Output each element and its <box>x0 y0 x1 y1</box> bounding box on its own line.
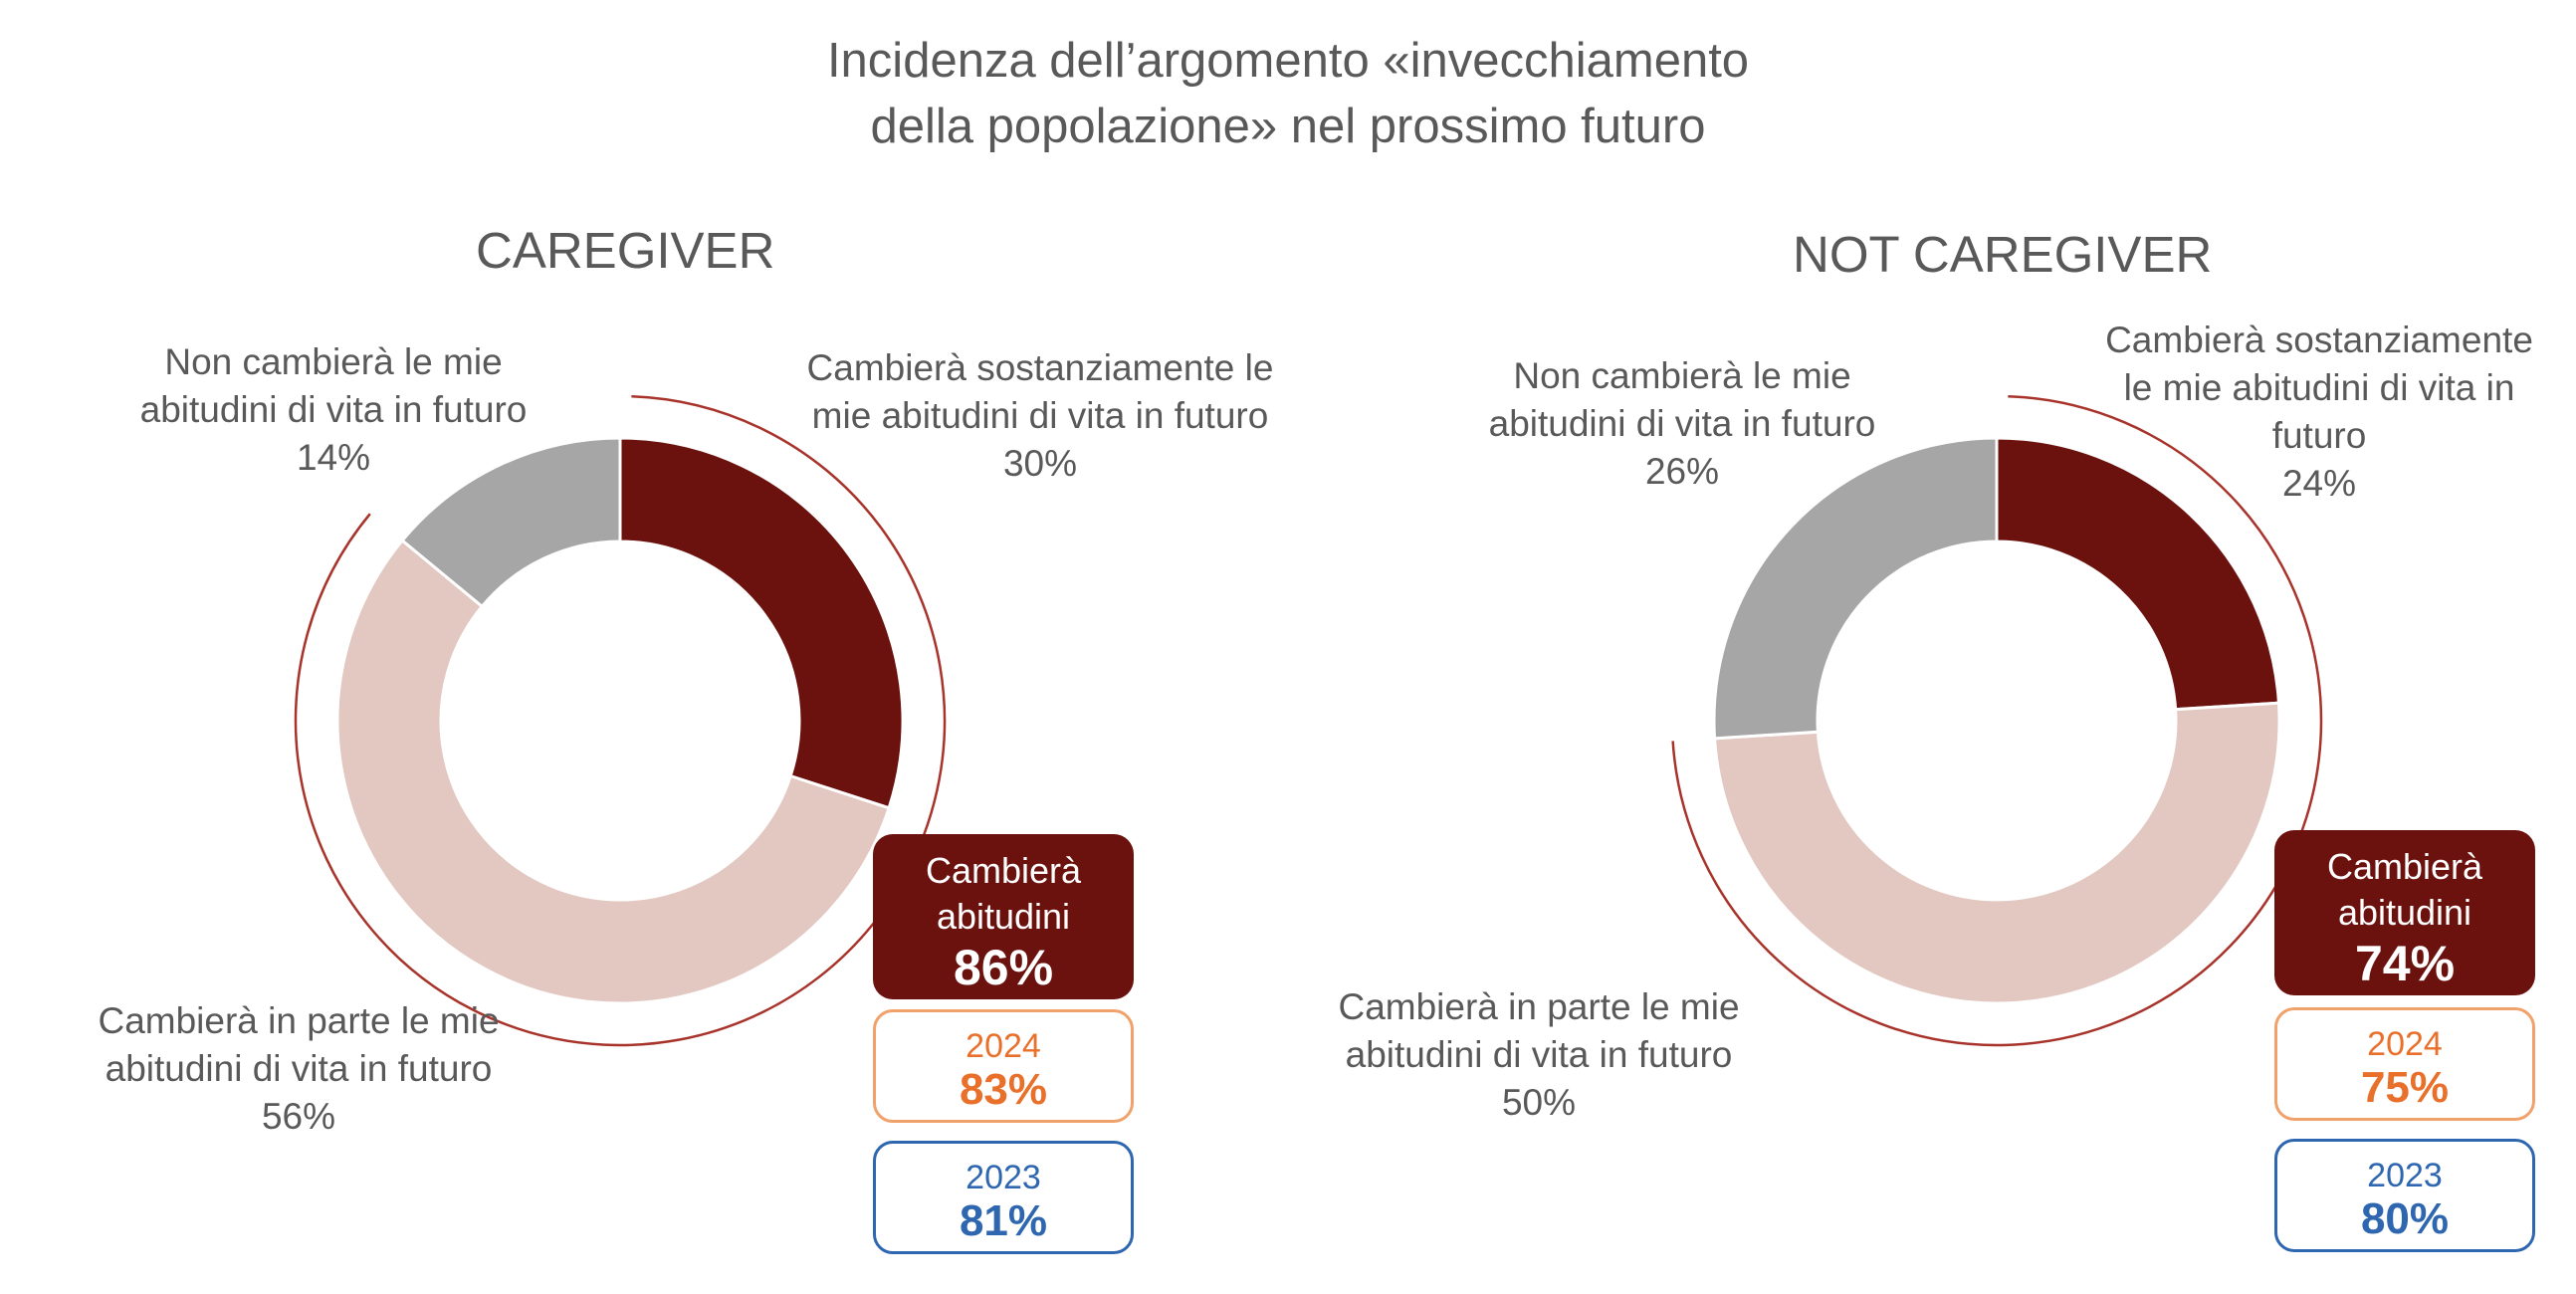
caregiver-slice-in-parte <box>335 538 891 1005</box>
caregiver-label-in-parte-value: 56% <box>261 1096 336 1137</box>
not-caregiver-2023-year: 2023 <box>2367 1157 2443 1194</box>
caregiver-2023-year: 2023 <box>966 1159 1041 1196</box>
caregiver-change-bracket <box>294 394 947 1047</box>
caregiver-summary-label-1: Cambierà <box>925 850 1082 891</box>
caregiver-slice-non-cambiera <box>400 436 622 609</box>
caregiver-2024-value: 83% <box>959 1065 1048 1114</box>
not-caregiver-2024-box: 2024 75% <box>2274 1007 2535 1121</box>
caregiver-label-non-cambiera: Non cambierà le mie abitudini di vita in… <box>100 338 567 482</box>
caregiver-label-sostanziale-line-1: Cambierà sostanziamente le <box>806 347 1274 388</box>
not-caregiver-label-in-parte-value: 50% <box>1501 1082 1577 1123</box>
caregiver-label-in-parte-line-1: Cambierà in parte le mie <box>98 1000 500 1041</box>
page-title-line-2: della popolazione» nel prossimo futuro <box>870 100 1706 153</box>
not-caregiver-label-sostanziale-value: 24% <box>2281 463 2357 504</box>
caregiver-label-sostanziale-value: 30% <box>1002 443 1078 484</box>
not-caregiver-label-in-parte: Cambierà in parte le mie abitudini di vi… <box>1310 983 1768 1127</box>
caregiver-chart-title: CAREGIVER <box>476 222 775 279</box>
not-caregiver-summary-box: Cambierà abitudini 74% <box>2274 830 2535 995</box>
not-caregiver-2024-year: 2024 <box>2367 1025 2443 1063</box>
not-caregiver-label-non-cambiera: Non cambierà le mie abitudini di vita in… <box>1453 352 1911 496</box>
not-caregiver-chart-title: NOT CAREGIVER <box>1793 226 2213 283</box>
caregiver-2023-value: 81% <box>959 1196 1048 1245</box>
not-caregiver-label-non-cambiera-line-2: abitudini di vita in futuro <box>1488 403 1876 444</box>
caregiver-label-sostanziale-line-2: mie abitudini di vita in futuro <box>811 395 1269 436</box>
not-caregiver-label-non-cambiera-value: 26% <box>1644 451 1720 492</box>
not-caregiver-label-sostanziale: Cambierà sostanziamente le mie abitudini… <box>2085 317 2553 508</box>
caregiver-label-in-parte-line-2: abitudini di vita in futuro <box>105 1048 493 1089</box>
caregiver-label-non-cambiera-line-1: Non cambierà le mie <box>164 341 503 382</box>
caregiver-2024-box: 2024 83% <box>873 1009 1134 1123</box>
caregiver-summary-value: 86% <box>953 940 1054 995</box>
not-caregiver-slice-in-parte <box>1712 701 2281 1005</box>
not-caregiver-2023-value: 80% <box>2360 1194 2450 1243</box>
page-title: Incidenza dell’argomento «invecchiamento… <box>0 28 2576 159</box>
caregiver-summary-box: Cambierà abitudini 86% <box>873 834 1134 999</box>
not-caregiver-label-sostanziale-line-3: futuro <box>2271 415 2367 456</box>
not-caregiver-summary-value: 74% <box>2354 936 2456 991</box>
caregiver-2024-year: 2024 <box>966 1027 1041 1065</box>
not-caregiver-slice-non-cambiera <box>1712 436 1999 741</box>
not-caregiver-summary-label-2: abitudini <box>2337 892 2472 933</box>
not-caregiver-label-in-parte-line-1: Cambierà in parte le mie <box>1338 986 1740 1027</box>
not-caregiver-label-in-parte-line-2: abitudini di vita in futuro <box>1345 1034 1733 1075</box>
caregiver-label-non-cambiera-value: 14% <box>296 437 371 478</box>
not-caregiver-2024-value: 75% <box>2360 1063 2450 1112</box>
caregiver-label-in-parte: Cambierà in parte le mie abitudini di vi… <box>70 997 528 1141</box>
not-caregiver-2023-box: 2023 80% <box>2274 1139 2535 1252</box>
caregiver-2023-box: 2023 81% <box>873 1141 1134 1254</box>
not-caregiver-label-sostanziale-line-1: Cambierà sostanziamente <box>2105 320 2533 360</box>
caregiver-summary-label-2: abitudini <box>936 896 1071 937</box>
not-caregiver-slice-sostanziale <box>1995 436 2281 712</box>
not-caregiver-label-non-cambiera-line-1: Non cambierà le mie <box>1513 355 1851 396</box>
not-caregiver-summary-label-1: Cambierà <box>2326 846 2483 887</box>
caregiver-label-non-cambiera-line-2: abitudini di vita in futuro <box>139 389 528 430</box>
not-caregiver-label-sostanziale-line-2: le mie abitudini di vita in <box>2123 367 2515 408</box>
caregiver-label-sostanziale: Cambierà sostanziamente le mie abitudini… <box>791 344 1289 488</box>
page-title-line-1: Incidenza dell’argomento «invecchiamento <box>826 34 1750 88</box>
not-caregiver-change-bracket <box>1671 394 2323 1047</box>
caregiver-slice-sostanziale <box>618 436 905 810</box>
